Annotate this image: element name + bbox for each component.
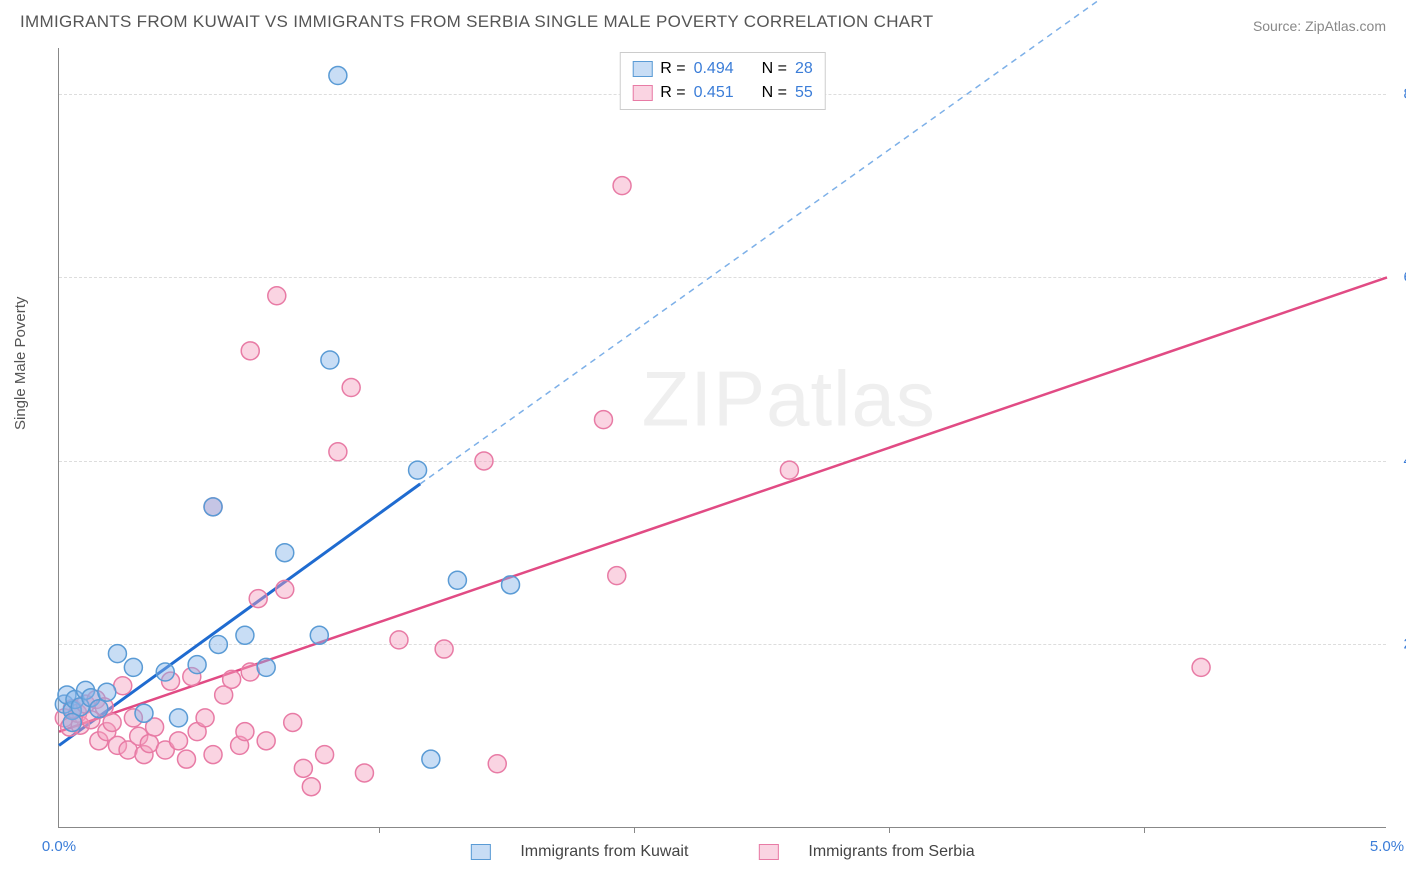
x-minor-tick: [1144, 827, 1145, 833]
scatter-point: [355, 764, 373, 782]
scatter-point: [488, 755, 506, 773]
legend-label-serbia: Immigrants from Serbia: [808, 843, 974, 861]
scatter-point: [302, 778, 320, 796]
scatter-point: [390, 631, 408, 649]
legend-series: Immigrants from Kuwait Immigrants from S…: [470, 843, 974, 861]
scatter-point: [294, 759, 312, 777]
scatter-point: [103, 713, 121, 731]
scatter-point: [1192, 658, 1210, 676]
scatter-point: [329, 67, 347, 85]
scatter-point: [613, 177, 631, 195]
scatter-point: [249, 590, 267, 608]
scatter-point: [780, 461, 798, 479]
scatter-point: [204, 746, 222, 764]
scatter-point: [209, 635, 227, 653]
scatter-point: [310, 626, 328, 644]
scatter-point: [204, 498, 222, 516]
swatch-kuwait: [470, 844, 490, 860]
y-tick-label: 80.0%: [1391, 85, 1406, 102]
scatter-point: [257, 732, 275, 750]
scatter-point: [435, 640, 453, 658]
chart-title: IMMIGRANTS FROM KUWAIT VS IMMIGRANTS FRO…: [20, 12, 933, 32]
x-minor-tick: [889, 827, 890, 833]
y-tick-label: 40.0%: [1391, 452, 1406, 469]
scatter-point: [223, 670, 241, 688]
scatter-point: [156, 663, 174, 681]
scatter-point: [608, 567, 626, 585]
y-tick-label: 20.0%: [1391, 636, 1406, 653]
scatter-point: [170, 709, 188, 727]
scatter-point: [502, 576, 520, 594]
scatter-point: [236, 723, 254, 741]
scatter-point: [409, 461, 427, 479]
x-tick-label: 5.0%: [1370, 838, 1404, 855]
scatter-point: [90, 700, 108, 718]
scatter-point: [108, 645, 126, 663]
y-tick-label: 60.0%: [1391, 269, 1406, 286]
scatter-point: [422, 750, 440, 768]
scatter-point: [475, 452, 493, 470]
scatter-point: [316, 746, 334, 764]
scatter-point: [188, 656, 206, 674]
scatter-point: [241, 663, 259, 681]
plot-area: ZIPatlas 20.0%40.0%60.0%80.0% 0.0%5.0% R…: [58, 48, 1386, 828]
swatch-serbia: [758, 844, 778, 860]
scatter-point: [276, 544, 294, 562]
scatter-point: [276, 580, 294, 598]
scatter-point: [135, 704, 153, 722]
y-axis-label: Single Male Poverty: [12, 297, 29, 430]
x-minor-tick: [379, 827, 380, 833]
scatter-point: [236, 626, 254, 644]
regression-line-extrapolated: [420, 0, 1134, 484]
scatter-point: [63, 713, 81, 731]
source-text: Source: ZipAtlas.com: [1253, 18, 1386, 34]
x-minor-tick: [634, 827, 635, 833]
scatter-point: [124, 658, 142, 676]
scatter-svg: [59, 48, 1386, 827]
scatter-point: [170, 732, 188, 750]
scatter-point: [329, 443, 347, 461]
scatter-point: [342, 379, 360, 397]
legend-label-kuwait: Immigrants from Kuwait: [520, 843, 688, 861]
scatter-point: [98, 683, 116, 701]
scatter-point: [241, 342, 259, 360]
x-tick-label: 0.0%: [42, 838, 76, 855]
scatter-point: [257, 658, 275, 676]
scatter-point: [321, 351, 339, 369]
scatter-point: [268, 287, 286, 305]
scatter-point: [594, 411, 612, 429]
scatter-point: [284, 713, 302, 731]
scatter-point: [177, 750, 195, 768]
scatter-point: [196, 709, 214, 727]
scatter-point: [448, 571, 466, 589]
